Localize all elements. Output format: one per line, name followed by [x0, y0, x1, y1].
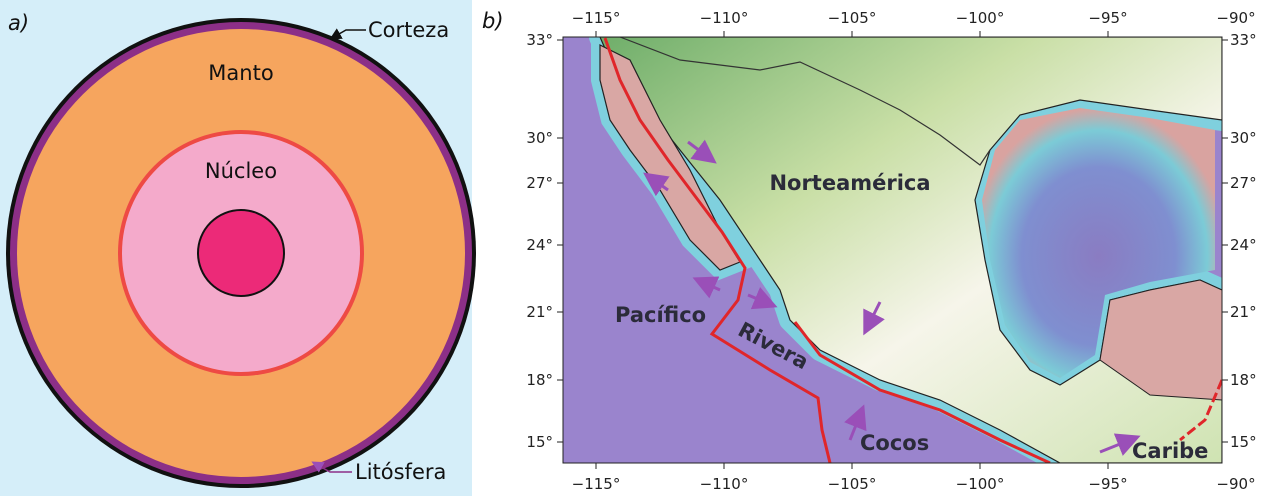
label-lithosphere: Litósfera — [355, 460, 446, 484]
lat-label: 27° — [1230, 174, 1257, 192]
lat-label: 21° — [526, 303, 553, 321]
panel-label: a) — [8, 11, 29, 35]
region-label: Pacífico — [615, 303, 706, 327]
lon-label: −115° — [572, 475, 621, 493]
label-mantle: Manto — [208, 61, 273, 85]
lon-label: −115° — [572, 9, 621, 27]
label-crust: Corteza — [368, 18, 449, 42]
figure: a) Corteza Manto Núcleo Litósfera b) — [0, 0, 1269, 496]
panel-a: a) Corteza Manto Núcleo Litósfera — [0, 0, 476, 496]
map: Norteamérica Pacífico Rivera Cocos Carib… — [563, 37, 1222, 463]
region-label: Norteamérica — [769, 171, 930, 195]
lat-label: 30° — [1230, 129, 1257, 147]
lon-label: −105° — [828, 9, 877, 27]
lat-label: 33° — [526, 31, 553, 49]
lon-label: −110° — [700, 9, 749, 27]
lat-label: 15° — [526, 433, 553, 451]
lat-label: 18° — [526, 371, 553, 389]
panel-label: b) — [482, 9, 504, 33]
lat-label: 24° — [526, 236, 553, 254]
lon-label: −100° — [956, 475, 1005, 493]
lon-label: −100° — [956, 9, 1005, 27]
inner-core — [198, 210, 284, 296]
lat-label: 21° — [1230, 303, 1257, 321]
lat-label: 24° — [1230, 236, 1257, 254]
label-core: Núcleo — [205, 159, 277, 183]
lon-label: −105° — [828, 475, 877, 493]
lat-label: 15° — [1230, 433, 1257, 451]
region-label: Caribe — [1132, 439, 1208, 463]
lon-label: −110° — [700, 475, 749, 493]
lat-label: 18° — [1230, 371, 1257, 389]
panel-b: b) Norteamérica Pacífico Rivera C — [482, 9, 1257, 493]
lat-label: 33° — [1230, 31, 1257, 49]
lon-label: −95° — [1088, 475, 1127, 493]
lon-label: −95° — [1088, 9, 1127, 27]
lon-label: −90° — [1216, 475, 1255, 493]
lon-label: −90° — [1216, 9, 1255, 27]
region-label: Cocos — [860, 431, 929, 455]
lat-label: 27° — [526, 174, 553, 192]
lat-label: 30° — [526, 129, 553, 147]
